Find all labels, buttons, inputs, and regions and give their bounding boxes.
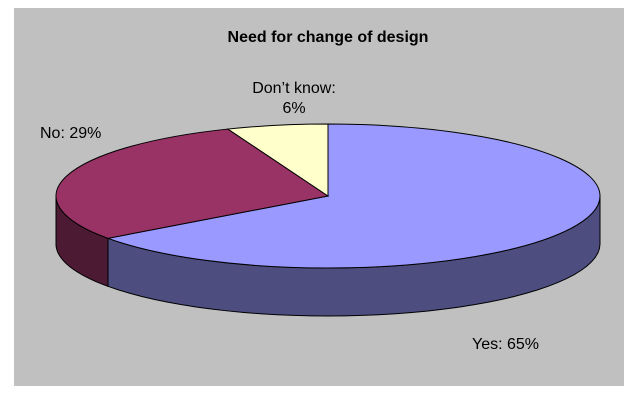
data-label-yes: Yes: 65% xyxy=(472,336,539,353)
pie-tops xyxy=(55,123,601,269)
pie-slice-no xyxy=(55,128,330,239)
data-label-no: No: 29% xyxy=(40,125,101,142)
pie-slice-dontknow xyxy=(226,123,329,197)
data-label-dontknow-2: 6% xyxy=(282,100,305,117)
data-label-dontknow-1: Don’t know: xyxy=(252,80,336,97)
pie-slice-yes xyxy=(106,123,601,269)
chart-title: Need for change of design xyxy=(228,29,429,46)
